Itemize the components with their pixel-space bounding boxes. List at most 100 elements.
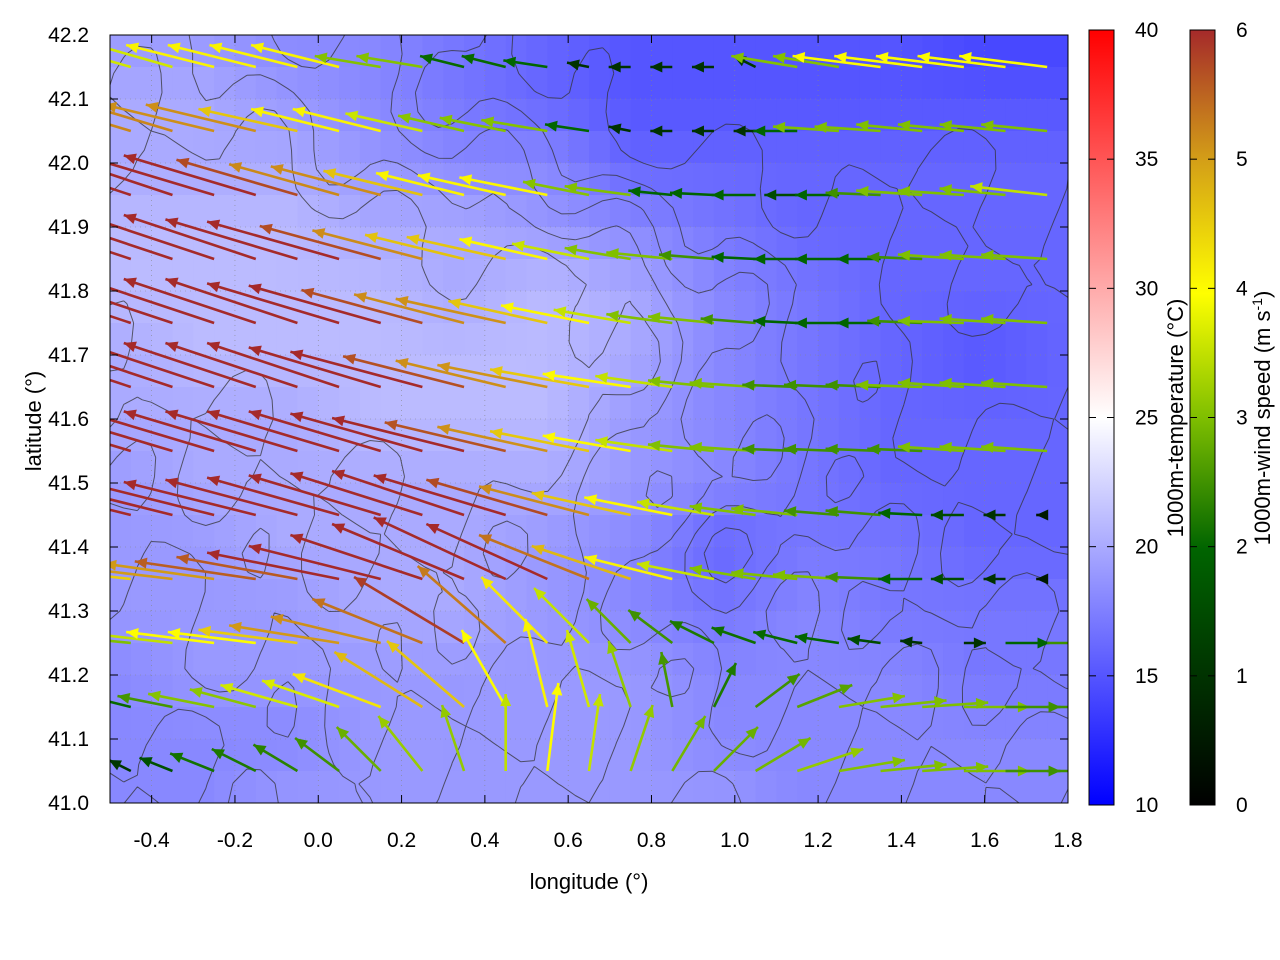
heatmap-cell xyxy=(755,579,778,612)
wind-arrow xyxy=(123,409,257,453)
wind-arrow xyxy=(834,52,923,69)
heatmap-cell xyxy=(609,451,632,484)
heatmap-cell xyxy=(1026,739,1048,772)
heatmap-cell xyxy=(151,515,174,548)
heatmap-cell xyxy=(1026,99,1048,132)
heatmap-cell xyxy=(297,35,319,68)
heatmap-cell xyxy=(339,675,361,708)
heatmap-cell xyxy=(568,675,590,708)
wind-arrow xyxy=(753,125,798,137)
heatmap-cell xyxy=(276,259,299,292)
heatmap-cell xyxy=(797,451,819,484)
heatmap-cell xyxy=(797,387,819,420)
wind-arrow xyxy=(206,281,340,325)
heatmap-cell xyxy=(1047,451,1068,484)
heatmap-cell xyxy=(1047,131,1068,164)
heatmap-cell xyxy=(818,387,840,420)
heatmap-cell xyxy=(234,195,257,228)
heatmap-cell xyxy=(547,67,569,100)
heatmap-cell xyxy=(589,99,611,132)
heatmap-cell xyxy=(339,195,361,228)
heatmap-cell xyxy=(901,483,923,516)
wind-arrow xyxy=(650,61,673,73)
windspeed-colorbar-label: 1000m-wind speed (m s-1) xyxy=(1249,291,1275,546)
heatmap-cell xyxy=(609,483,632,516)
wind-arrow xyxy=(636,498,715,517)
heatmap-cell xyxy=(464,67,486,100)
wind-arrow xyxy=(397,112,465,133)
heatmap-cell xyxy=(984,771,1007,803)
wind-arrow xyxy=(228,162,340,197)
heatmap-cell xyxy=(484,259,507,292)
wind-arrow xyxy=(110,236,173,261)
heatmap-cell xyxy=(755,675,778,708)
heatmap-cell xyxy=(172,67,194,100)
heatmap-cell xyxy=(401,483,423,516)
heatmap-cell xyxy=(568,195,590,228)
heatmap-cell xyxy=(755,131,778,164)
wind-arrow xyxy=(606,248,673,261)
heatmap-cell xyxy=(755,483,778,516)
heatmap-cell xyxy=(693,35,715,68)
heatmap-cell xyxy=(1047,483,1068,516)
heatmap-cell xyxy=(776,515,798,548)
heatmap-cell xyxy=(359,163,382,196)
wind-arrow xyxy=(206,549,340,581)
wind-arrow xyxy=(259,223,382,261)
heatmap-cell xyxy=(339,323,361,356)
heatmap-cell xyxy=(443,227,465,260)
heatmap-cell xyxy=(505,387,528,420)
heatmap-cell xyxy=(589,643,611,676)
heatmap-cell xyxy=(922,451,944,484)
wind-arrow xyxy=(165,217,298,261)
heatmap-cell xyxy=(943,707,965,740)
heatmap-cell xyxy=(234,355,257,388)
wind-arrow xyxy=(669,187,715,199)
heatmap-cell xyxy=(609,515,632,548)
heatmap-cell xyxy=(630,67,653,100)
heatmap-cell xyxy=(922,67,944,100)
heatmap-cell xyxy=(818,259,840,292)
heatmap-cell xyxy=(901,131,923,164)
wind-arrow xyxy=(176,157,298,197)
heatmap-cell xyxy=(359,675,382,708)
wind-arrow xyxy=(764,189,798,201)
heatmap-cell xyxy=(505,451,528,484)
heatmap-cell xyxy=(110,707,132,740)
heatmap-cell xyxy=(630,35,653,68)
heatmap-cell xyxy=(609,771,632,803)
heatmap-cell xyxy=(943,579,965,612)
heatmap-cell xyxy=(255,643,278,676)
heatmap-cell xyxy=(963,419,986,452)
heatmap-cell xyxy=(776,35,798,68)
heatmap-cell xyxy=(526,323,548,356)
heatmap-cell xyxy=(901,579,923,612)
y-tick-label: 41.1 xyxy=(48,728,89,751)
heatmap-cell xyxy=(922,259,944,292)
colorbar-tick-label: 1 xyxy=(1236,665,1248,688)
heatmap-cell xyxy=(359,515,382,548)
heatmap-cell xyxy=(401,451,423,484)
wind-arrow xyxy=(123,153,257,197)
heatmap-cell xyxy=(797,99,819,132)
wind-arrow xyxy=(437,361,548,389)
wind-arrow xyxy=(608,123,631,135)
wind-arrow xyxy=(897,377,964,389)
heatmap-cell xyxy=(484,739,507,772)
heatmap-cell xyxy=(943,323,965,356)
wind-arrow xyxy=(772,52,840,69)
wind-arrow xyxy=(531,544,632,581)
heatmap-cell xyxy=(901,195,923,228)
heatmap-cell xyxy=(838,227,861,260)
heatmap-cell xyxy=(276,323,299,356)
heatmap-cell xyxy=(734,163,757,196)
heatmap-cell xyxy=(838,579,861,612)
heatmap-cell xyxy=(1026,35,1048,68)
heatmap-cell xyxy=(526,707,548,740)
heatmap-cell xyxy=(880,515,902,548)
heatmap-cell xyxy=(776,483,798,516)
heatmap-cell xyxy=(797,707,819,740)
heatmap-cell xyxy=(630,515,653,548)
heatmap-cell xyxy=(943,739,965,772)
heatmap-cell xyxy=(693,67,715,100)
